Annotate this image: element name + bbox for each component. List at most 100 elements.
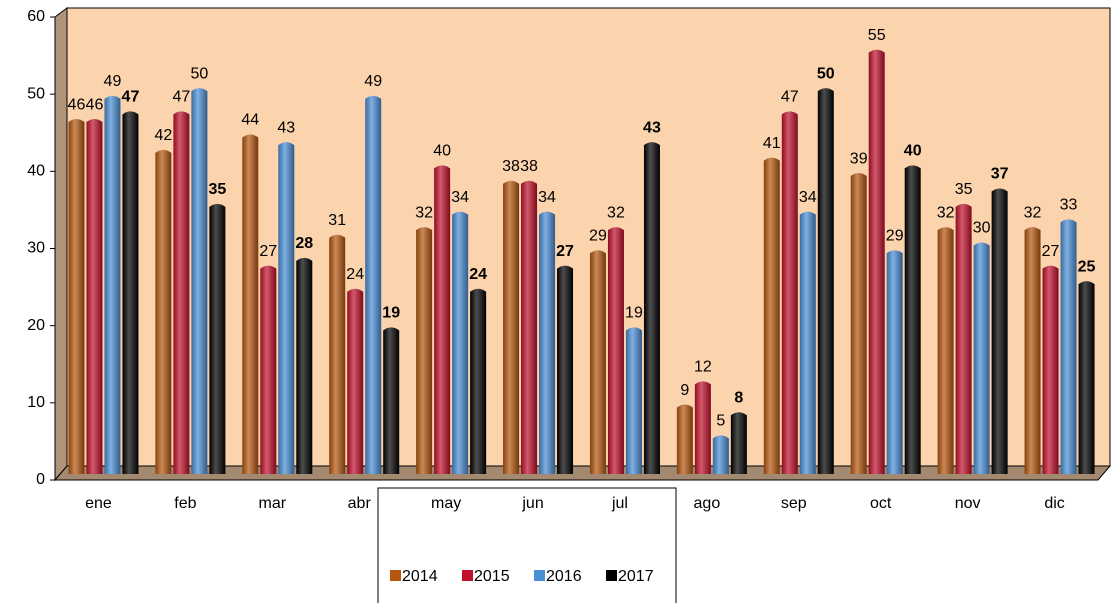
bar bbox=[296, 257, 313, 474]
data-label: 38 bbox=[502, 158, 520, 175]
data-label: 27 bbox=[259, 243, 277, 260]
legend-swatch bbox=[462, 570, 473, 581]
data-label: 47 bbox=[122, 89, 140, 106]
data-label: 50 bbox=[190, 65, 208, 82]
bar bbox=[904, 165, 921, 475]
bar bbox=[589, 250, 606, 474]
y-tick-label: 10 bbox=[27, 394, 45, 411]
bar bbox=[937, 227, 954, 474]
legend-label: 2017 bbox=[618, 568, 654, 585]
legend-swatch bbox=[606, 570, 617, 581]
bar bbox=[434, 165, 451, 475]
bar bbox=[365, 95, 382, 474]
data-label: 38 bbox=[520, 158, 538, 175]
data-label: 5 bbox=[716, 413, 725, 430]
data-label: 19 bbox=[382, 305, 400, 322]
bar bbox=[1078, 281, 1095, 474]
bar bbox=[503, 180, 520, 474]
x-tick-label: ago bbox=[694, 495, 721, 512]
bar bbox=[209, 203, 226, 474]
x-tick-label: sep bbox=[781, 495, 807, 512]
bar bbox=[817, 88, 834, 475]
bar bbox=[329, 234, 346, 474]
data-label: 19 bbox=[625, 305, 643, 322]
bar bbox=[470, 288, 487, 474]
x-tick-label: may bbox=[431, 495, 461, 512]
bar bbox=[557, 265, 574, 474]
bar bbox=[347, 288, 364, 474]
bar bbox=[694, 381, 711, 474]
x-tick-label: abr bbox=[348, 495, 372, 512]
bar bbox=[539, 211, 556, 474]
bar bbox=[973, 242, 990, 474]
back-wall bbox=[66, 7, 1111, 467]
bar bbox=[416, 227, 433, 474]
data-label: 42 bbox=[154, 127, 172, 144]
data-label: 30 bbox=[973, 220, 991, 237]
data-label: 50 bbox=[817, 65, 835, 82]
bar bbox=[730, 412, 747, 474]
data-label: 47 bbox=[781, 89, 799, 106]
bar bbox=[781, 111, 798, 475]
data-label: 29 bbox=[886, 227, 904, 244]
data-label: 43 bbox=[277, 119, 295, 136]
data-label: 24 bbox=[469, 266, 487, 283]
y-tick-label: 0 bbox=[36, 471, 45, 488]
legend-label: 2016 bbox=[546, 568, 582, 585]
y-tick-label: 50 bbox=[27, 85, 45, 102]
y-tick-label: 60 bbox=[27, 8, 45, 25]
data-label: 31 bbox=[328, 212, 346, 229]
data-label: 27 bbox=[556, 243, 574, 260]
x-tick-label: jul bbox=[611, 495, 628, 512]
bar bbox=[1060, 219, 1077, 474]
data-label: 34 bbox=[799, 189, 817, 206]
x-tick-label: ene bbox=[85, 495, 112, 512]
bar bbox=[68, 119, 85, 475]
data-label: 46 bbox=[68, 96, 86, 113]
data-label: 35 bbox=[208, 181, 226, 198]
bar bbox=[383, 327, 400, 474]
bar bbox=[86, 119, 103, 475]
legend-label: 2015 bbox=[474, 568, 510, 585]
bar bbox=[763, 157, 780, 474]
data-label: 32 bbox=[415, 204, 433, 221]
legend-box bbox=[377, 487, 677, 603]
side-wall bbox=[54, 7, 68, 482]
data-label: 35 bbox=[955, 181, 973, 198]
bar bbox=[625, 327, 642, 474]
data-label: 33 bbox=[1060, 197, 1078, 214]
data-label: 9 bbox=[680, 382, 689, 399]
y-tick-label: 20 bbox=[27, 317, 45, 334]
data-label: 44 bbox=[241, 112, 259, 129]
bar bbox=[452, 211, 469, 474]
data-label: 27 bbox=[1042, 243, 1060, 260]
legend-label: 2014 bbox=[402, 568, 438, 585]
bar bbox=[1024, 227, 1041, 474]
data-label: 32 bbox=[607, 204, 625, 221]
data-label: 40 bbox=[904, 143, 922, 160]
bar bbox=[886, 250, 903, 474]
data-label: 28 bbox=[295, 235, 313, 252]
data-label: 29 bbox=[589, 227, 607, 244]
x-tick-label: nov bbox=[955, 495, 981, 512]
data-label: 49 bbox=[104, 73, 122, 90]
bar bbox=[155, 149, 172, 474]
bar bbox=[260, 265, 277, 474]
bar bbox=[643, 142, 660, 474]
x-tick-label: feb bbox=[174, 495, 196, 512]
data-label: 12 bbox=[694, 359, 712, 376]
data-label: 46 bbox=[86, 96, 104, 113]
data-label: 39 bbox=[850, 150, 868, 167]
x-tick-label: oct bbox=[870, 495, 892, 512]
data-label: 40 bbox=[433, 143, 451, 160]
bar bbox=[955, 203, 972, 474]
bar bbox=[521, 180, 538, 474]
data-label: 32 bbox=[1024, 204, 1042, 221]
data-label: 37 bbox=[991, 166, 1009, 183]
legend-swatch bbox=[534, 570, 545, 581]
legend-swatch bbox=[390, 570, 401, 581]
x-tick-label: jun bbox=[521, 495, 543, 512]
y-tick-label: 40 bbox=[27, 163, 45, 180]
bar bbox=[173, 111, 190, 475]
